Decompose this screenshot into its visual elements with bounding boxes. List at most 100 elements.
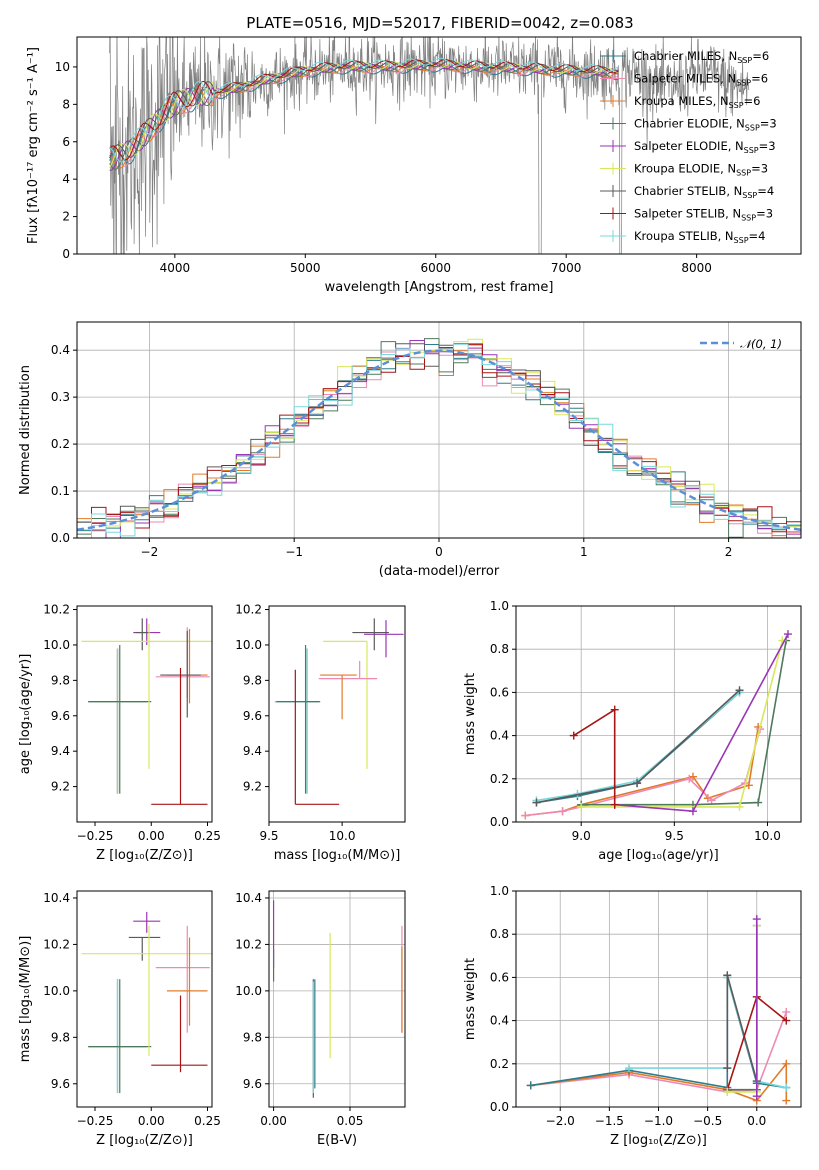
x-tick-label: −0.5 <box>693 1114 722 1128</box>
legend-sub: SSP <box>736 79 751 88</box>
y-tick-label: 10.0 <box>43 638 70 652</box>
mass-weight-point <box>685 774 694 783</box>
y-tick-label: 6 <box>62 135 70 149</box>
legend-sub: SSP <box>741 214 756 223</box>
model-spectrum-line <box>109 60 619 159</box>
x-tick-label: 0.05 <box>337 1114 364 1128</box>
mass-weight-point <box>633 779 642 788</box>
y-tick-label: 10.0 <box>43 984 70 998</box>
residual-histogram <box>77 344 801 537</box>
mass-weight-point <box>723 1064 732 1073</box>
legend-n: =3 <box>756 207 773 221</box>
x-tick-label: 0 <box>435 545 443 559</box>
panel-age-vs-Z: −0.25 0.00 0.25 9.2 9.4 9.6 9.8 10.0 10.2 Z [log₁… <box>18 603 221 863</box>
plot-area <box>81 618 212 805</box>
x-tick-label: −1 <box>285 545 303 559</box>
mass-weight-line <box>536 691 741 802</box>
legend-sub: SSP <box>737 56 752 65</box>
mass-weight-point <box>754 798 763 807</box>
x-tick-label: 6000 <box>420 261 451 275</box>
legend-label: Chabrier MILES, NSSP=6 <box>634 49 769 65</box>
plot-area <box>526 915 791 1105</box>
x-tick-label: 10.0 <box>329 829 356 843</box>
x-axis-label: Z [log₁₀(Z/Z⊙)] <box>610 1133 707 1148</box>
x-tick-label: 9.0 <box>572 829 591 843</box>
legend-n: =6 <box>744 94 761 108</box>
plot-area <box>274 618 404 805</box>
plot-area <box>521 630 792 820</box>
y-tick-label: 9.8 <box>243 673 262 687</box>
y-tick-label: 0.0 <box>51 531 70 545</box>
x-axis-label: (data-model)/error <box>379 564 500 579</box>
y-tick-label: 10.2 <box>43 937 70 951</box>
legend-n: =4 <box>757 184 774 198</box>
y-tick-label: 10 <box>55 60 70 74</box>
mass-weight-point <box>782 1096 791 1105</box>
y-tick-label: 0.1 <box>51 484 70 498</box>
y-tick-label: 0.4 <box>51 343 70 357</box>
y-tick-label: 9.2 <box>243 780 262 794</box>
plot-area <box>81 911 212 1094</box>
x-tick-label: 0.00 <box>260 1114 287 1128</box>
y-tick-label: 8 <box>62 97 70 111</box>
y-tick-label: 0.4 <box>490 1014 509 1028</box>
legend-n: =6 <box>751 72 768 86</box>
plot-area <box>109 37 750 254</box>
y-tick-label: 9.6 <box>51 1077 70 1091</box>
x-tick-label: 0.0 <box>747 1114 766 1128</box>
mass-weight-line <box>525 726 759 817</box>
y-tick-label: 0.0 <box>490 815 509 829</box>
legend-label: Salpeter STELIB, NSSP=3 <box>634 207 773 223</box>
mass-weight-point <box>688 807 697 816</box>
legend-label: Salpeter ELODIE, NSSP=3 <box>634 139 776 155</box>
legend-label: Chabrier ELODIE, NSSP=3 <box>634 117 777 133</box>
axes-frame <box>76 605 213 823</box>
y-tick-label: 10.4 <box>235 891 262 905</box>
x-tick-label: −0.25 <box>77 829 114 843</box>
legend-sub: SSP <box>734 236 749 245</box>
y-tick-label: 9.6 <box>243 709 262 723</box>
y-tick-label: 0.8 <box>490 642 509 656</box>
y-tick-label: 0.6 <box>490 685 509 699</box>
mass-weight-point <box>532 798 541 807</box>
mass-weight-point <box>782 1016 791 1025</box>
observed-spectrum-line <box>109 37 750 254</box>
y-tick-label: 9.8 <box>51 673 70 687</box>
y-tick-label: 0.0 <box>490 1100 509 1114</box>
mass-weight-point <box>723 1087 732 1096</box>
axes-frame <box>76 890 213 1108</box>
y-tick-label: 9.8 <box>51 1030 70 1044</box>
legend-label: Kroupa ELODIE, NSSP=3 <box>634 162 768 178</box>
figure-title: PLATE=0516, MJD=52017, FIBERID=0042, z=0… <box>246 14 633 32</box>
y-axis-label: age [log₁₀(age/yr)] <box>18 654 33 775</box>
y-tick-label: 10.2 <box>235 937 262 951</box>
y-tick-label: 9.4 <box>51 744 70 758</box>
x-axis-label: wavelength [Angstrom, rest frame] <box>325 280 554 295</box>
model-spectrum-line <box>109 63 619 169</box>
legend-sub: SSP <box>745 124 760 133</box>
panel-residuals: −2 −1 0 1 2 0.0 0.1 0.2 0.3 0.4 (data-model)/error… <box>18 321 802 579</box>
y-tick-label: 9.8 <box>243 1030 262 1044</box>
x-tick-label: −1.0 <box>644 1114 673 1128</box>
y-tick-label: 1.0 <box>490 599 509 613</box>
x-tick-label: 0.25 <box>194 829 221 843</box>
x-tick-label: 8000 <box>681 261 712 275</box>
legend-n: =3 <box>751 162 768 176</box>
mass-weight-line <box>536 691 741 804</box>
x-tick-label: 2 <box>725 545 733 559</box>
y-tick-label: 1.0 <box>490 884 509 898</box>
y-axis-label: Flux [fλ10⁻¹⁷ erg cm⁻² s⁻¹ A⁻¹] <box>26 47 41 244</box>
mass-weight-line <box>525 728 761 817</box>
axes-frame <box>268 890 406 1108</box>
y-tick-label: 0.2 <box>490 772 509 786</box>
mass-weight-point <box>521 811 530 820</box>
mass-weight-point <box>735 686 744 695</box>
y-axis-label: mass [log₁₀(M/M⊙)] <box>18 936 33 1063</box>
mass-weight-point <box>569 731 578 740</box>
legend-n: =4 <box>749 229 766 243</box>
mass-weight-point <box>625 1064 634 1073</box>
panel-massweight-vs-Z: −2.0 −1.5 −1.0 −0.5 0.0 0.0 0.2 0.4 0.6 0.8 1.0 Z [… <box>463 884 802 1148</box>
x-tick-label: 7000 <box>551 261 582 275</box>
x-tick-label: 9.5 <box>259 829 278 843</box>
